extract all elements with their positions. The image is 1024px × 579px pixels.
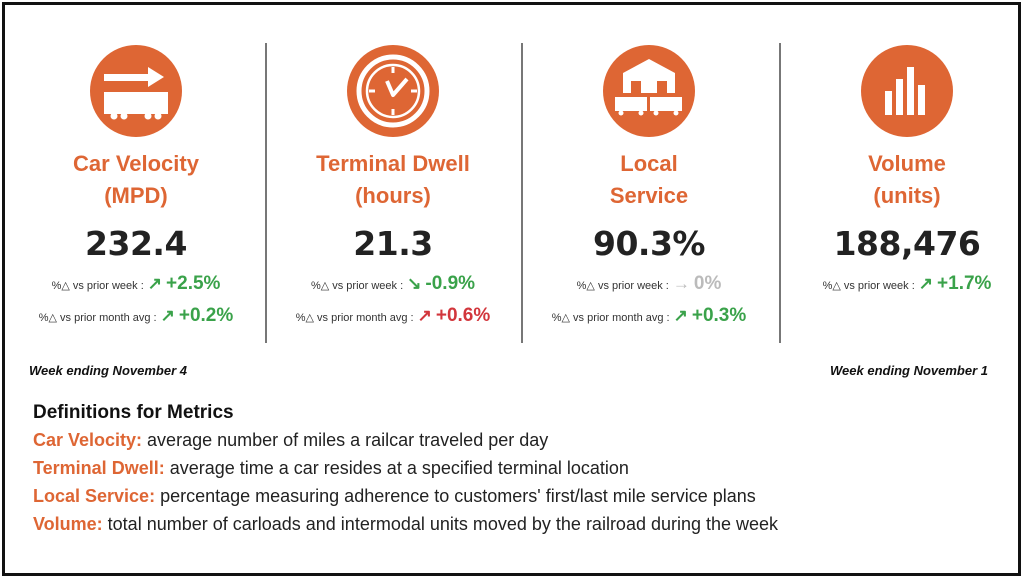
metric-title-line: (MPD) [104,183,168,208]
definition-term: Terminal Dwell: [33,458,165,478]
metric-title-line: Car Velocity [73,151,199,176]
metric-title-line: Service [609,183,689,208]
change-row: %△ vs prior week : → 0% [521,272,777,298]
warehouse-railcars-icon [603,45,695,137]
change-percent: +1.7% [937,273,992,294]
trend-arrow-icon: ↗ [417,306,432,325]
divider [779,43,781,343]
definition-term: Car Velocity: [33,430,143,450]
change-row: %△ vs prior month avg : ↗ +0.2% [8,304,264,330]
trend-arrow-icon: ↗ [160,306,175,325]
change-label: %△ vs prior week : [576,280,669,292]
definition-item: Volume: total number of carloads and int… [33,510,778,538]
metric-title: Local Service [521,148,777,212]
metric-title-line: Volume [868,151,946,176]
metric-card: Car Velocity (MPD) 232.4 %△ vs prior week :… [8,45,264,330]
definition-term: Local Service: [33,486,156,506]
change-percent: +0.3% [691,305,747,326]
change-label: %△ vs prior week : [51,280,144,292]
divider [521,43,523,343]
metric-card: Volume (units) 188,476 %△ vs prior week : ↗ +… [779,45,1024,298]
definitions-heading: Definitions for Metrics [33,402,234,423]
metric-title-line: Local [620,151,678,176]
metric-value: 188,476 [833,224,981,263]
change-percent: -0.9% [425,273,476,294]
railcar-arrow-icon [90,45,182,137]
change-label: %△ vs prior week : [310,280,404,292]
change-label: %△ vs prior month avg : [295,312,414,324]
trend-arrow-icon: ↗ [147,274,163,293]
metric-card: Terminal Dwell (hours) 21.3 %△ vs prior wee… [265,45,521,330]
change-percent: +0.2% [178,305,234,326]
definition-text: percentage measuring adherence to custom… [155,486,756,506]
bar-chart-icon [861,45,953,137]
change-row: %△ vs prior week : ↗ +2.5% [8,272,264,298]
trend-arrow-icon: → [672,274,690,293]
trend-arrow-icon: ↗ [918,274,934,293]
metric-title: Terminal Dwell (hours) [265,148,521,212]
metric-value: 21.3 [353,224,433,263]
clock-icon [347,45,439,137]
metric-value: 90.3% [593,224,706,263]
week-ending-left: Week ending November 4 [29,363,187,378]
metric-title: Volume (units) [779,148,1024,212]
definitions: Definitions for Metrics Car Velocity: av… [33,400,778,538]
week-ending-right: Week ending November 1 [830,363,988,378]
definition-text: average number of miles a railcar travel… [142,430,549,450]
change-percent: 0% [693,273,722,294]
trend-arrow-icon: ↘ [407,274,422,293]
change-row: %△ vs prior month avg : ↗ +0.3% [521,304,777,330]
definition-term: Volume: [33,514,103,534]
metric-title-line: (hours) [355,183,431,208]
change-label: %△ vs prior month avg : [38,312,157,324]
definition-text: total number of carloads and intermodal … [102,514,779,534]
metric-title: Car Velocity (MPD) [8,148,264,212]
metric-title-line: (units) [873,183,941,208]
metric-title-line: Terminal Dwell [316,151,470,176]
divider [265,43,267,343]
definition-item: Car Velocity: average number of miles a … [33,426,778,454]
definition-text: average time a car resides at a specifie… [164,458,629,478]
change-row: %△ vs prior week : ↘ -0.9% [265,272,521,298]
change-label: %△ vs prior month avg : [551,312,670,324]
change-row: %△ vs prior week : ↗ +1.7% [779,272,1024,298]
definition-item: Terminal Dwell: average time a car resid… [33,454,778,482]
definition-item: Local Service: percentage measuring adhe… [33,482,778,510]
metric-value: 232.4 [85,224,187,263]
metric-card: Local Service 90.3% %△ vs prior week : → 0% %△… [521,45,777,330]
change-row: %△ vs prior month avg : ↗ +0.6% [265,304,521,330]
change-percent: +0.6% [435,305,491,326]
change-label: %△ vs prior week : [822,280,915,292]
trend-arrow-icon: ↗ [673,306,688,325]
change-percent: +2.5% [166,273,221,294]
